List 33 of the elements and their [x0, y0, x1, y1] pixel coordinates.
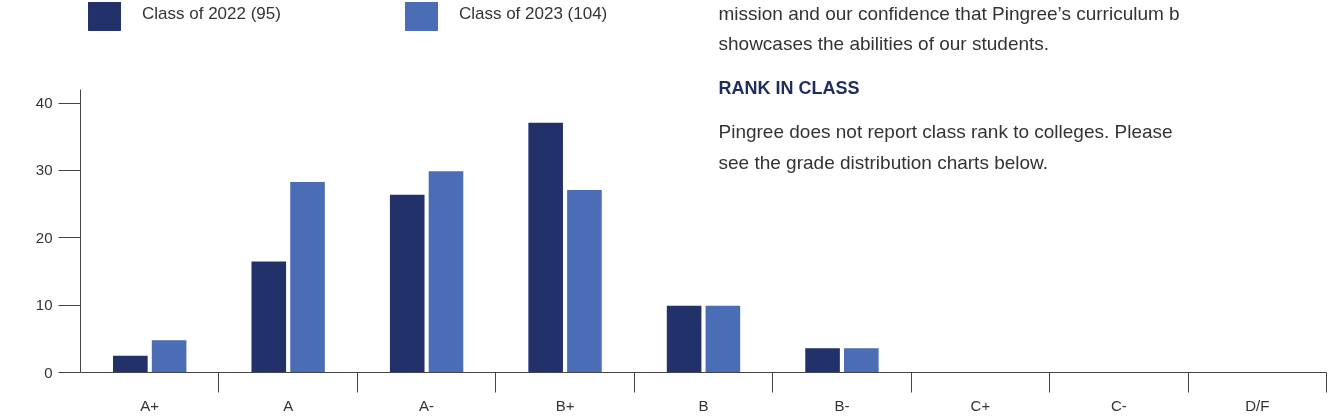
y-tick-label: 0	[44, 363, 53, 381]
y-tick-label: 30	[35, 161, 53, 179]
annotation: see the grade distribution charts below.	[718, 151, 1049, 173]
x-tick-label: B+	[555, 396, 575, 414]
x-tick-label: C-	[1110, 396, 1127, 414]
legend-label: Class of 2023 (104)	[458, 4, 608, 24]
annotation: RANK IN CLASS	[718, 78, 860, 99]
bar	[151, 340, 187, 373]
bar	[389, 194, 425, 373]
bar	[705, 305, 741, 373]
bar	[567, 190, 602, 373]
text: mission and our confidence that Pingree’s curriculum b	[718, 2, 1180, 24]
annotation: Pingree does not report class rank to colleges. Please	[718, 120, 1173, 142]
bar	[666, 305, 702, 373]
text: showcases the abilities of our students.	[718, 33, 1050, 55]
y-tick-label: 10	[35, 296, 53, 314]
bar	[805, 348, 840, 373]
x-tick-label: C+	[970, 396, 991, 414]
bar	[844, 348, 879, 373]
legend-label: Class of 2022 (95)	[142, 4, 281, 24]
x-tick-label: A	[283, 396, 294, 414]
x-tick-label: D/F	[1245, 396, 1270, 414]
bar	[428, 171, 464, 373]
bar	[528, 122, 563, 373]
x-tick-label: A-	[419, 396, 435, 414]
y-tick-label: 40	[35, 94, 53, 112]
x-tick-label: B	[698, 396, 709, 414]
x-tick-label: B-	[834, 396, 850, 414]
x-tick-label: A+	[140, 396, 160, 414]
bar	[251, 261, 287, 373]
bar	[290, 181, 325, 373]
bar	[113, 355, 148, 373]
y-tick-label: 20	[35, 228, 53, 246]
